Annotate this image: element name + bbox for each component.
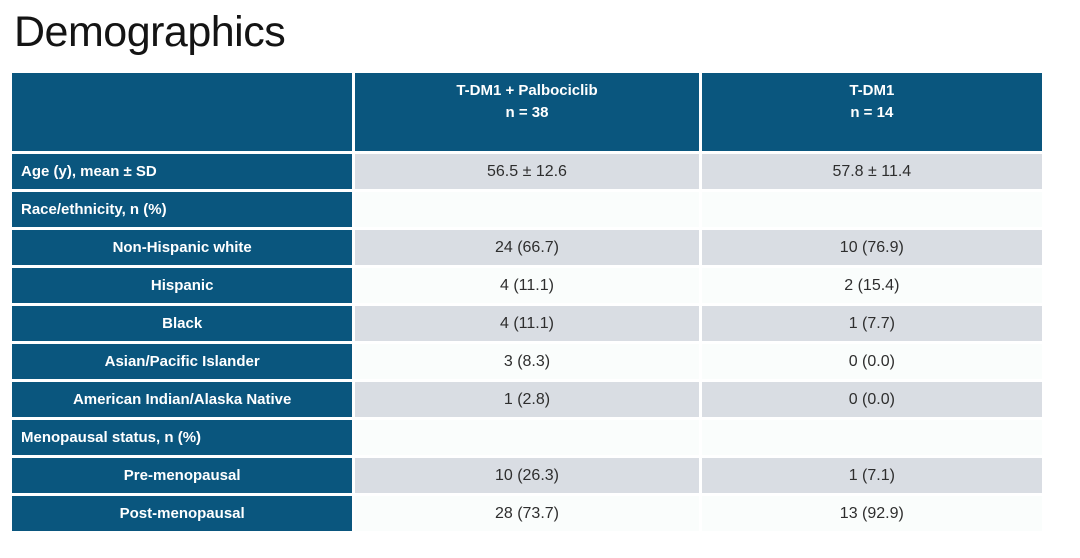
table-row-non-hispanic-white: Non-Hispanic white 24 (66.7) 10 (76.9) [12,230,1042,265]
cell-arm2: 1 (7.1) [701,458,1042,493]
row-label: Non-Hispanic white [12,230,353,265]
arm2-n: n = 14 [850,104,894,121]
table-row-menopausal-status: Menopausal status, n (%) [12,420,1042,455]
cell-arm1: 10 (26.3) [355,458,699,493]
row-label: Race/ethnicity, n (%) [12,192,353,227]
row-label: Hispanic [12,268,353,303]
cell-arm1 [355,192,699,227]
cell-arm2 [701,420,1042,455]
arm1-name: T-DM1 + Palbociclib [456,82,598,99]
row-label: Asian/Pacific Islander [12,344,353,379]
cell-arm1: 24 (66.7) [355,230,699,265]
table-row-asian-pacific-islander: Asian/Pacific Islander 3 (8.3) 0 (0.0) [12,344,1042,379]
row-label: Post-menopausal [12,496,353,531]
row-label: Black [12,306,353,341]
table-row-pre-menopausal: Pre-menopausal 10 (26.3) 1 (7.1) [12,458,1042,493]
table-row-hispanic: Hispanic 4 (11.1) 2 (15.4) [12,268,1042,303]
table-row-american-indian-alaska-native: American Indian/Alaska Native 1 (2.8) 0 … [12,382,1042,417]
arm1-n: n = 38 [505,104,549,121]
cell-arm1: 3 (8.3) [355,344,699,379]
cell-arm2: 2 (15.4) [701,268,1042,303]
row-label: Age (y), mean ± SD [12,154,353,189]
cell-arm2 [701,192,1042,227]
table-row-black: Black 4 (11.1) 1 (7.7) [12,306,1042,341]
table-row-age: Age (y), mean ± SD 56.5 ± 12.6 57.8 ± 11… [12,154,1042,189]
row-label: Pre-menopausal [12,458,353,493]
row-label: Menopausal status, n (%) [12,420,353,455]
page-title: Demographics [14,8,286,56]
demographics-table: T-DM1 + Palbociclib n = 38 T-DM1 n = 14 … [9,70,1045,534]
header-arm1-cell: T-DM1 + Palbociclib n = 38 [355,73,699,151]
cell-arm2: 0 (0.0) [701,344,1042,379]
table-row-race-ethnicity: Race/ethnicity, n (%) [12,192,1042,227]
cell-arm2: 1 (7.7) [701,306,1042,341]
header-row: T-DM1 + Palbociclib n = 38 T-DM1 n = 14 [12,73,1042,151]
header-arm2-cell: T-DM1 n = 14 [701,73,1042,151]
cell-arm1: 28 (73.7) [355,496,699,531]
cell-arm2: 57.8 ± 11.4 [701,154,1042,189]
row-label: American Indian/Alaska Native [12,382,353,417]
cell-arm1: 4 (11.1) [355,306,699,341]
cell-arm1: 1 (2.8) [355,382,699,417]
cell-arm2: 13 (92.9) [701,496,1042,531]
cell-arm1: 56.5 ± 12.6 [355,154,699,189]
cell-arm2: 0 (0.0) [701,382,1042,417]
header-corner-cell [12,73,353,151]
cell-arm1: 4 (11.1) [355,268,699,303]
cell-arm1 [355,420,699,455]
cell-arm2: 10 (76.9) [701,230,1042,265]
table-row-post-menopausal: Post-menopausal 28 (73.7) 13 (92.9) [12,496,1042,531]
arm2-name: T-DM1 [849,82,895,99]
